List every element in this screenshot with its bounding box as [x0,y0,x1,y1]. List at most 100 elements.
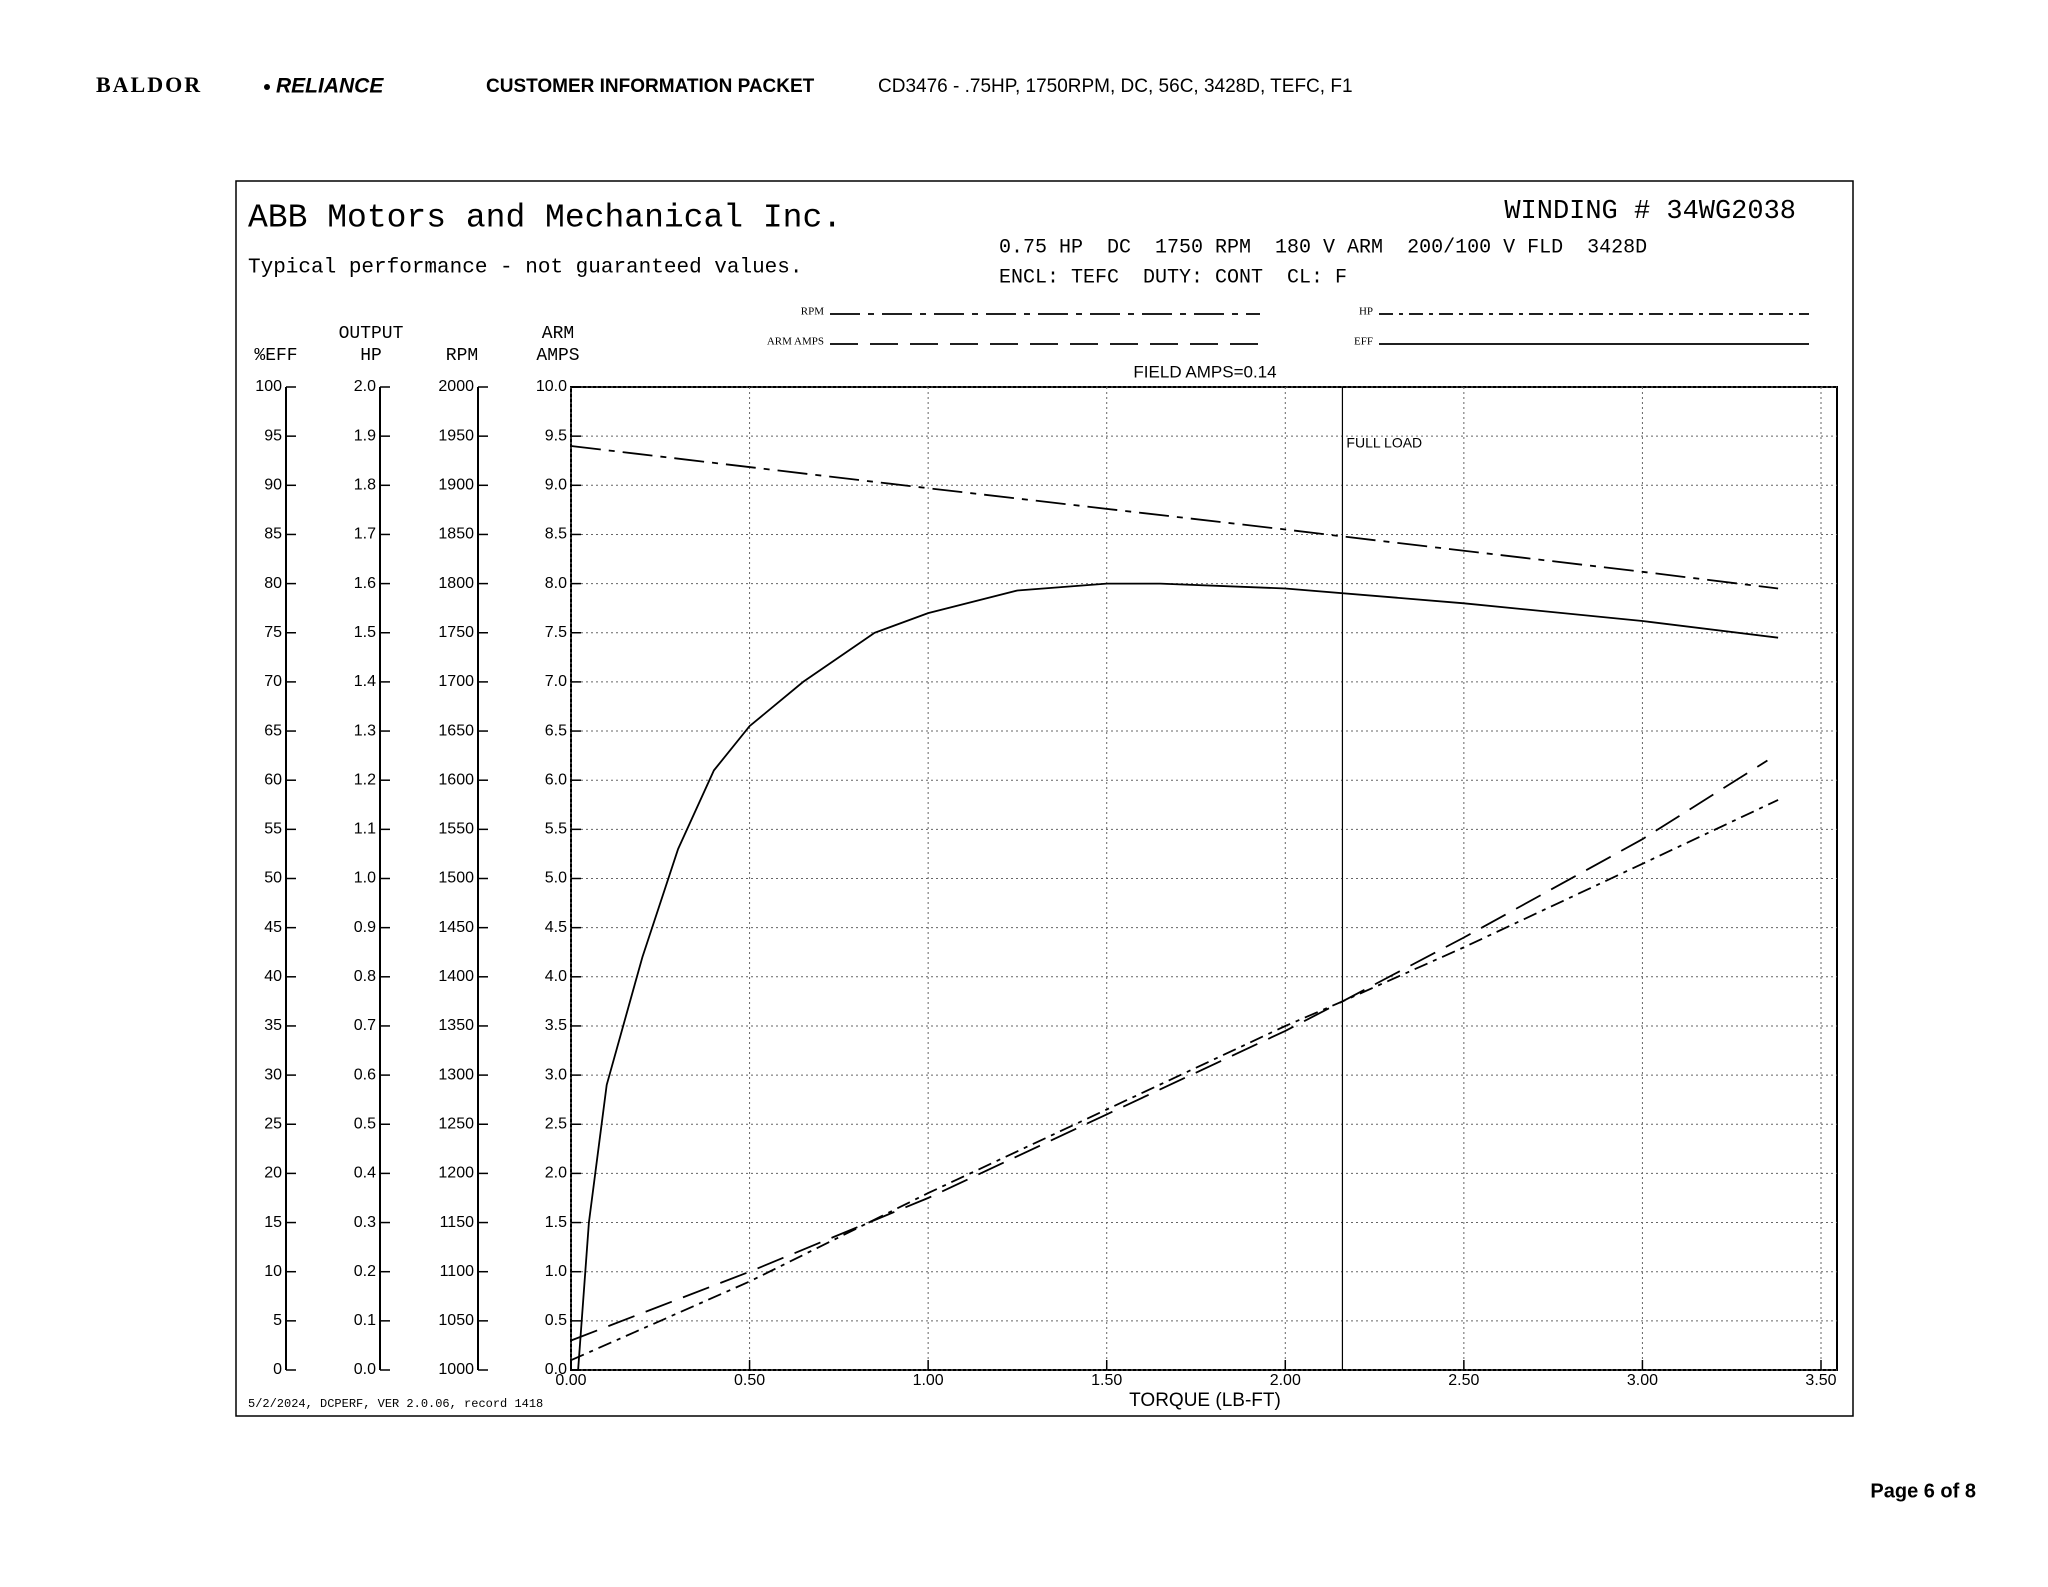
y-tick-label: 1650 [438,722,474,739]
y-tick-label: 6.0 [545,771,567,788]
y-tick-label: 1050 [438,1312,474,1329]
y-tick-label: 35 [264,1017,282,1034]
logo-left: BALDOR [96,72,202,97]
y-tick-label: 1750 [438,624,474,641]
y-tick-label: 7.5 [545,624,567,641]
chart-frame [235,180,1854,1417]
y-tick-label: 1100 [440,1263,475,1280]
winding: WINDING # 34WG2038 [1504,197,1796,227]
y-tick-label: 0.3 [354,1214,376,1231]
y-tick-label: 0.6 [354,1066,376,1083]
y-tick-label: 45 [264,919,282,936]
y-axis-title: AMPS [536,346,579,366]
x-tick-label: 1.50 [1091,1372,1122,1389]
y-tick-label: 30 [264,1066,282,1083]
y-tick-label: 1.3 [354,722,376,739]
y-tick-label: 0.0 [545,1361,567,1378]
y-tick-label: 6.5 [545,722,567,739]
y-tick-label: 65 [264,722,282,739]
y-tick-label: 1.7 [354,526,376,543]
y-tick-label: 3.5 [545,1017,567,1034]
y-tick-label: 0.9 [354,919,376,936]
y-tick-label: 1000 [438,1361,474,1378]
y-tick-label: 0.2 [354,1263,376,1280]
y-tick-label: 1450 [438,919,474,936]
y-tick-label: 1150 [440,1214,475,1231]
y-tick-label: 8.0 [545,575,567,592]
y-tick-label: 1300 [438,1066,474,1083]
y-tick-label: 60 [264,771,282,788]
y-tick-label: 0.5 [354,1115,376,1132]
y-tick-label: 3.0 [545,1066,567,1083]
y-tick-label: 1800 [438,575,474,592]
field-amps: FIELD AMPS=0.14 [1133,362,1276,381]
y-tick-label: 2.5 [545,1115,567,1132]
x-axis-title: TORQUE (LB-FT) [1129,1390,1281,1411]
y-tick-label: 95 [264,427,282,444]
y-tick-label: 0 [273,1361,282,1378]
y-tick-label: 10.0 [536,378,567,395]
y-tick-label: 1.5 [545,1214,567,1231]
y-tick-label: 100 [255,378,282,395]
y-tick-label: 80 [264,575,282,592]
y-tick-label: 10 [264,1263,282,1280]
logo-dot [264,84,270,90]
y-tick-label: 1.9 [354,427,376,444]
y-tick-label: 1400 [438,968,474,985]
y-tick-label: 1.5 [354,624,376,641]
y-tick-label: 1600 [438,771,474,788]
x-tick-label: 3.50 [1805,1372,1836,1389]
y-tick-label: 1850 [438,526,474,543]
y-tick-label: 2.0 [354,378,376,395]
y-tick-label: 90 [264,477,282,494]
y-tick-label: 0.7 [354,1017,376,1034]
full-load-label: FULL LOAD [1346,435,1422,451]
y-tick-label: 55 [264,821,282,838]
y-tick-label: 8.5 [545,526,567,543]
legend-label: HP [1359,306,1373,318]
y-tick-label: 1250 [438,1115,474,1132]
y-tick-label: 4.0 [545,968,567,985]
y-tick-label: 20 [264,1165,282,1182]
y-axis-title: ARM [542,324,574,344]
y-tick-label: 1.0 [545,1263,567,1280]
x-tick-label: 0.50 [734,1372,765,1389]
specs: ENCL: TEFC DUTY: CONT CL: F [999,266,1347,289]
y-tick-label: 7.0 [545,673,567,690]
model-line: CD3476 - .75HP, 1750RPM, DC, 56C, 3428D,… [878,76,1353,97]
y-tick-label: 0.8 [354,968,376,985]
legend-label: RPM [801,306,824,318]
chart-subtitle: Typical performance - not guaranteed val… [248,257,803,280]
logo-right: RELIANCE [276,75,384,98]
series-line [577,582,1779,1371]
y-tick-label: 1700 [438,673,474,690]
y-tick-label: 2000 [438,378,474,395]
chart-title: ABB Motors and Mechanical Inc. [248,200,842,237]
y-tick-label: 1200 [438,1165,474,1182]
y-tick-label: 1900 [438,477,474,494]
y-tick-label: 9.0 [545,477,567,494]
y-tick-label: 4.5 [545,919,567,936]
packet-title: CUSTOMER INFORMATION PACKET [486,76,815,97]
y-tick-label: 1.8 [354,477,376,494]
y-tick-label: 1.4 [354,673,376,690]
page-number: Page 6 of 8 [1870,1480,1976,1502]
y-tick-label: 1350 [438,1017,474,1034]
y-tick-label: 70 [264,673,282,690]
y-tick-label: 5.5 [545,821,567,838]
x-tick-label: 2.00 [1270,1372,1301,1389]
y-tick-label: 25 [264,1115,282,1132]
y-axis-title: %EFF [254,346,297,366]
y-axis-title: OUTPUT [339,324,404,344]
y-tick-label: 1.2 [354,771,376,788]
y-tick-label: 75 [264,624,282,641]
y-tick-label: 0.1 [354,1312,376,1329]
x-tick-label: 0.00 [555,1372,586,1389]
specs: 0.75 HP DC 1750 RPM 180 V ARM 200/100 V … [999,236,1647,259]
y-tick-label: 5.0 [545,870,567,887]
footnote: 5/2/2024, DCPERF, VER 2.0.06, record 141… [248,1397,543,1411]
y-axis-title: HP [360,346,382,366]
legend-label: ARM AMPS [767,336,824,348]
